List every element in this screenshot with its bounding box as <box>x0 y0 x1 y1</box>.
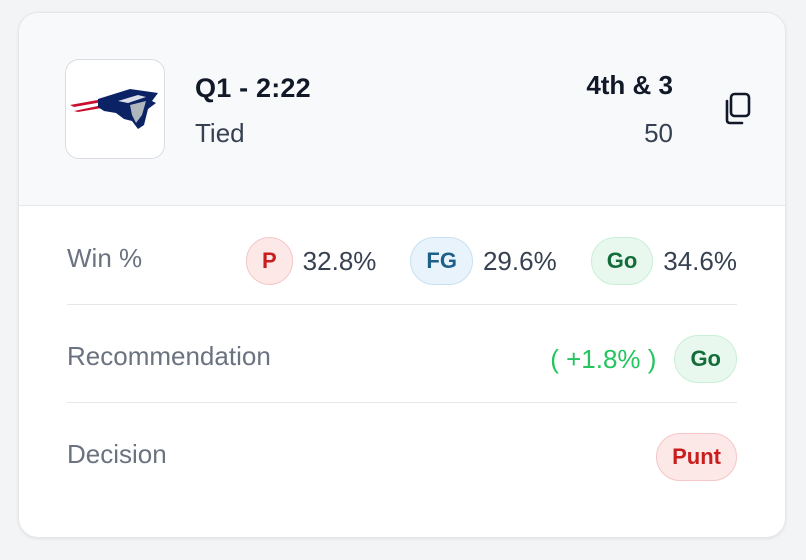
field-goal-option: FG 29.6% <box>410 237 557 285</box>
fourth-down-card: Q1 - 2:22 Tied 4th & 3 50 Win % P 32.8% … <box>18 12 786 538</box>
win-pct-label: Win % <box>67 243 143 273</box>
go-badge: Go <box>590 237 654 285</box>
punt-badge: P <box>245 237 293 285</box>
decision-label: Decision <box>67 439 167 469</box>
win-pct-values: P 32.8% FG 29.6% Go 34.6% <box>245 237 737 285</box>
recommendation-row: Recommendation ( +1.8% ) Go <box>67 305 737 403</box>
decision-badge: Punt <box>656 433 737 481</box>
patriots-logo-icon <box>70 89 158 129</box>
decision-rows: Win % P 32.8% FG 29.6% Go 34.6% Recommen… <box>67 207 737 501</box>
field-goal-badge: FG <box>410 237 473 285</box>
copy-button[interactable] <box>719 91 755 127</box>
decision-row: Decision Punt <box>67 403 737 501</box>
down-and-distance: 4th & 3 <box>586 70 673 100</box>
punt-win-pct: 32.8% <box>302 245 377 276</box>
team-logo <box>65 59 165 159</box>
score-status: Tied <box>195 118 245 148</box>
recommendation-label: Recommendation <box>67 341 271 371</box>
recommendation-badge: Go <box>674 335 737 383</box>
card-header: Q1 - 2:22 Tied 4th & 3 50 <box>19 13 785 206</box>
recommendation-delta: ( +1.8% ) <box>550 343 657 374</box>
decision-values: Punt <box>656 433 737 481</box>
yard-line: 50 <box>644 118 673 148</box>
recommendation-values: ( +1.8% ) Go <box>550 335 737 383</box>
copy-icon <box>725 92 751 125</box>
go-win-pct: 34.6% <box>663 245 737 276</box>
game-clock: Q1 - 2:22 <box>195 73 311 103</box>
punt-option: P 32.8% <box>245 237 377 285</box>
field-goal-win-pct: 29.6% <box>482 245 557 276</box>
win-pct-row: Win % P 32.8% FG 29.6% Go 34.6% <box>67 207 737 305</box>
go-option: Go 34.6% <box>590 237 737 285</box>
